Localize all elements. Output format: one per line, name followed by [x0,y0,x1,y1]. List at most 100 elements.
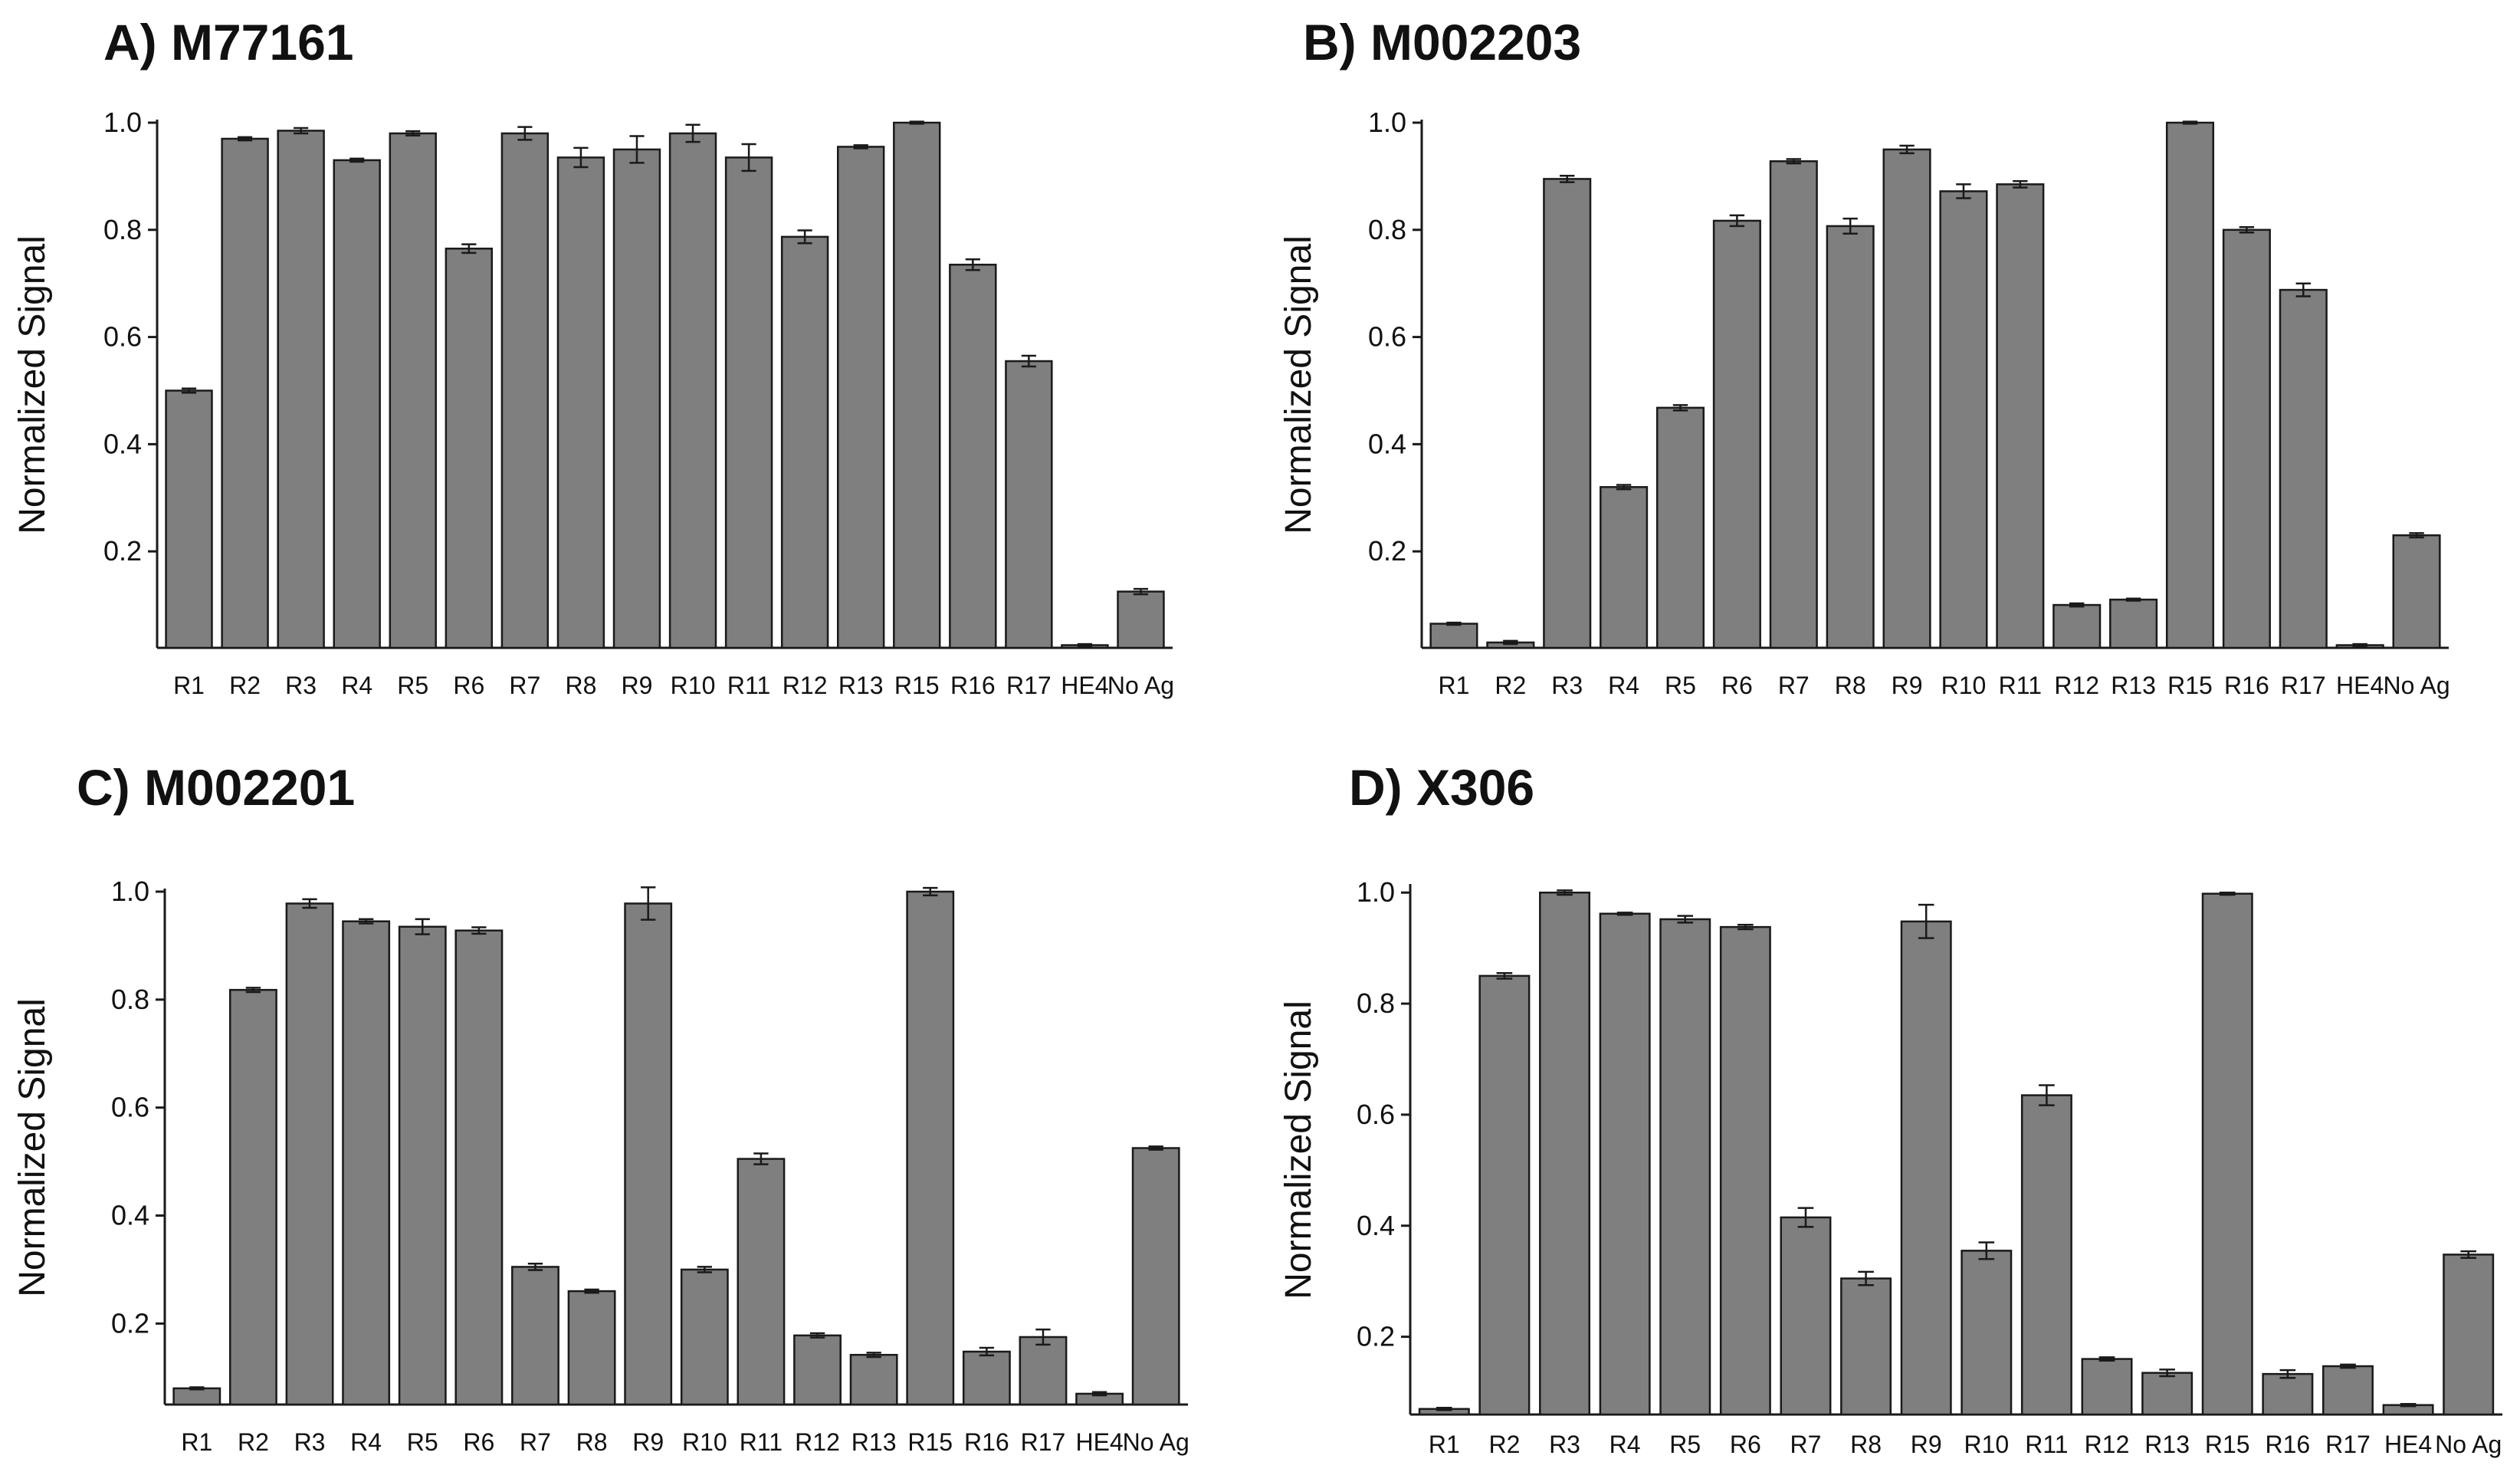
y-tick-label: 0.8 [1357,987,1395,1019]
x-tick-label: R10 [671,672,716,699]
bar [1117,590,1165,649]
y-tick-label: 0.6 [1357,1099,1395,1130]
x-tick-label: HE4 [1061,672,1108,699]
bar [2392,534,2441,649]
y-tick-label: 0.8 [1368,214,1406,245]
x-tick-label: R17 [2281,672,2326,699]
x-tick-label: R8 [576,1428,608,1456]
bar [398,925,447,1406]
bar [567,1290,616,1406]
x-tick-label: R6 [1721,672,1753,699]
bar [1019,1336,1068,1406]
bar [454,929,504,1406]
x-tick-label: No Ag [1107,672,1174,699]
bar [228,988,277,1406]
x-tick-label: R8 [1850,1431,1882,1458]
y-tick-label: 1.0 [111,876,149,907]
x-tick-label: R11 [740,1428,783,1456]
bar [1769,160,1818,649]
x-tick-label: R10 [1964,1431,2009,1458]
x-tick-label: R4 [1609,1431,1641,1458]
x-tick-label: R1 [1429,1431,1460,1458]
bar [1882,148,1931,649]
x-tick-label: R13 [2144,1431,2190,1458]
bar [2109,598,2158,649]
y-tick-label: 0.2 [111,1307,149,1339]
bar [1005,360,1053,649]
panel-title: C) M002201 [77,759,355,816]
x-tick-label: R9 [1911,1431,1942,1458]
bar [2020,1094,2072,1416]
bar [2081,1358,2133,1416]
y-tick-label: 0.6 [1368,321,1406,353]
x-tick-label: R11 [1999,672,2042,699]
bar [511,1266,559,1406]
x-tick-label: R3 [1549,1431,1580,1458]
x-tick-label: R12 [783,672,828,699]
x-tick-label: R16 [2224,672,2269,699]
x-tick-label: R1 [1438,672,1469,699]
x-tick-label: R4 [350,1428,382,1456]
bar [500,132,550,649]
bar [1659,918,1711,1416]
bar [277,130,325,649]
x-tick-label: R4 [341,672,372,699]
y-axis-label: Normalized Signal [12,998,53,1297]
panel-a: A) M77161 Normalized Signal 0.2 0.4 0.6 0.8 1.… [12,14,1174,699]
bar [342,920,391,1406]
bar [172,1387,221,1406]
x-tick-label: R3 [294,1428,326,1456]
panel-title: A) M77161 [103,14,354,71]
x-tick-label: R10 [682,1428,727,1456]
bar [1599,912,1651,1416]
bar [333,159,381,649]
x-tick-label: R17 [2325,1431,2371,1458]
y-axis-label: Normalized Signal [1278,235,1319,534]
x-tick-label: R12 [795,1428,840,1456]
y-tick-label: 0.4 [1368,428,1406,459]
bar [165,389,213,649]
x-tick-label: R9 [1892,672,1923,699]
x-tick-label: R8 [565,672,596,699]
x-tick-label: R7 [1790,1431,1822,1458]
x-tick-label: No Ag [1123,1428,1189,1456]
bar [1840,1277,1892,1416]
x-tick-label: R15 [894,672,940,699]
x-tick-label: No Ag [2435,1431,2502,1458]
bar [1539,891,1591,1416]
x-tick-label: R11 [2025,1431,2068,1458]
x-tick-label: R7 [1778,672,1810,699]
panel-title: B) M002203 [1303,14,1581,71]
x-tick-label: R7 [509,672,540,699]
bar [1600,486,1649,649]
bar [1826,225,1875,649]
panel-b: B) M002203 Normalized Signal 0.2 0.4 0.6 0.8 1… [1278,14,2450,699]
bar [1780,1216,1832,1416]
bar [893,121,941,649]
bar [849,1353,898,1406]
x-tick-label: R12 [2085,1431,2130,1458]
y-tick-label: 0.4 [111,1200,149,1231]
x-tick-label: R16 [2266,1431,2311,1458]
x-tick-label: R7 [520,1428,551,1456]
bar [1996,183,2045,649]
x-tick-label: R13 [838,672,884,699]
x-tick-label: R17 [1006,672,1052,699]
x-tick-label: R1 [181,1428,212,1456]
bar [285,902,334,1406]
bar [1712,219,1761,649]
x-tick-label: R6 [463,1428,494,1456]
panel-d: D) X306 Normalized Signal 0.2 0.4 0.6 0.8 1.0 R… [1278,759,2502,1458]
x-tick-label: R1 [173,672,205,699]
x-tick-label: R2 [229,672,261,699]
x-tick-label: R10 [1941,672,1987,699]
x-tick-label: R3 [1551,672,1583,699]
bar [1655,406,1705,649]
y-tick-label: 0.2 [1357,1321,1395,1352]
bar [724,156,773,649]
x-tick-label: R2 [238,1428,269,1456]
y-tick-label: 0.2 [103,535,142,567]
x-tick-label: R6 [453,672,484,699]
bar [1939,190,1988,649]
